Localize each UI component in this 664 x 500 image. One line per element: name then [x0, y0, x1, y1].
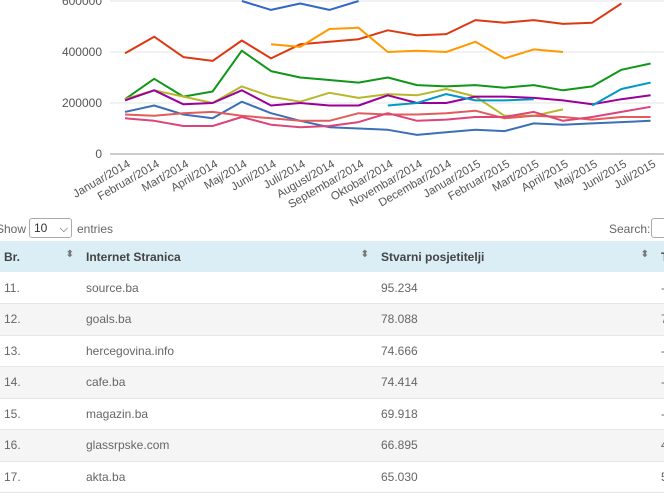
column-header-visitors[interactable]: Stvarni posjetitelji ⬍: [381, 249, 649, 264]
chevron-down-icon: ⌵: [59, 223, 68, 235]
series-line-3: [270, 26, 564, 60]
cell-site: goals.ba: [86, 312, 132, 327]
line-chart: 0 200000 400000 600000 Januar/2014Februar/2…: [62, 0, 664, 211]
x-axis-labels: Januar/2014Februar/2014Mart/2014April/20…: [71, 158, 658, 211]
series-line-1: [241, 0, 359, 11]
cell-visitors: 74.414: [381, 375, 418, 390]
ranking-table: Br. ⬍ Internet Stranica ⬍ Stvarni posjetit…: [0, 241, 664, 493]
table-row: 15. magazin.ba 69.918 -: [0, 398, 664, 430]
cell-site: glassrpske.com: [86, 438, 170, 453]
table-controls: Show 10 ⌵ entries Search:: [0, 217, 664, 241]
entries-label: entries: [77, 222, 114, 236]
series-line-8: [124, 100, 651, 136]
search-label: Search:: [609, 222, 651, 236]
chart-series: [124, 0, 651, 136]
cell-visitors: 74.666: [381, 343, 418, 358]
series-line-5: [124, 85, 564, 117]
table-header-row: Br. ⬍ Internet Stranica ⬍ Stvarni posjetit…: [0, 241, 664, 272]
cell-extra: -: [657, 272, 664, 304]
y-axis-labels: 0 200000 400000 600000: [62, 0, 102, 161]
table-body: 11.source.ba95.234-12.goals.ba78.088713.…: [0, 272, 664, 493]
cell-visitors: 78.088: [381, 312, 418, 327]
cell-rank: 14.: [4, 375, 21, 390]
column-header-rank[interactable]: Br. ⬍: [4, 249, 74, 264]
series-line-7: [387, 81, 651, 107]
cell-visitors: 95.234: [381, 280, 418, 295]
y-tick-label: 600000: [62, 0, 102, 8]
search-input[interactable]: [651, 218, 664, 238]
y-tick-label: 0: [95, 147, 102, 161]
cell-rank: 17.: [4, 469, 21, 484]
cell-rank: 13.: [4, 343, 21, 358]
entries-length-value: 10: [34, 221, 48, 235]
series-line-10: [124, 105, 651, 129]
table-row: 16. glassrpske.com 66.895 4: [0, 429, 664, 462]
cell-extra: 5: [657, 461, 664, 493]
sort-icon: ⬍: [360, 249, 369, 260]
series-line-6: [124, 89, 651, 107]
table-row: 12. goals.ba 78.088 7: [0, 303, 664, 336]
entries-length-select[interactable]: 10 ⌵: [29, 218, 72, 238]
y-tick-label: 200000: [62, 96, 102, 110]
cell-extra: 4: [657, 430, 664, 462]
cell-site: cafe.ba: [86, 375, 126, 390]
show-label: Show: [0, 222, 27, 236]
cell-rank: 11.: [4, 280, 20, 295]
y-tick-label: 400000: [62, 45, 102, 59]
cell-extra: 7: [657, 304, 664, 336]
cell-site: hercegovina.info: [86, 343, 175, 358]
series-line-4: [124, 49, 651, 101]
table-row: 14. cafe.ba 74.414 -: [0, 366, 664, 399]
cell-site: magazin.ba: [86, 406, 149, 421]
column-header-extra[interactable]: T: [657, 241, 664, 272]
table-row: 17. akta.ba 65.030 5: [0, 461, 664, 493]
cell-rank: 12.: [4, 312, 21, 327]
cell-extra: -: [657, 367, 664, 399]
cell-rank: 15.: [4, 406, 21, 421]
cell-visitors: 66.895: [381, 438, 418, 453]
cell-extra: -: [657, 398, 664, 430]
sort-icon: ⬍: [640, 249, 649, 260]
cell-site: akta.ba: [86, 469, 126, 484]
table-row: 13. hercegovina.info 74.666 -: [0, 335, 664, 367]
sort-icon: ⬍: [65, 249, 74, 260]
cell-extra: -: [657, 335, 664, 367]
cell-rank: 16.: [4, 438, 21, 453]
series-line-9: [124, 109, 651, 122]
cell-visitors: 69.918: [381, 406, 418, 421]
cell-visitors: 65.030: [381, 469, 418, 484]
cell-site: source.ba: [86, 280, 139, 295]
series-line-2: [124, 2, 622, 62]
table-row: 11. source.ba 95.234 -: [0, 272, 664, 304]
column-header-site[interactable]: Internet Stranica ⬍: [86, 249, 369, 264]
